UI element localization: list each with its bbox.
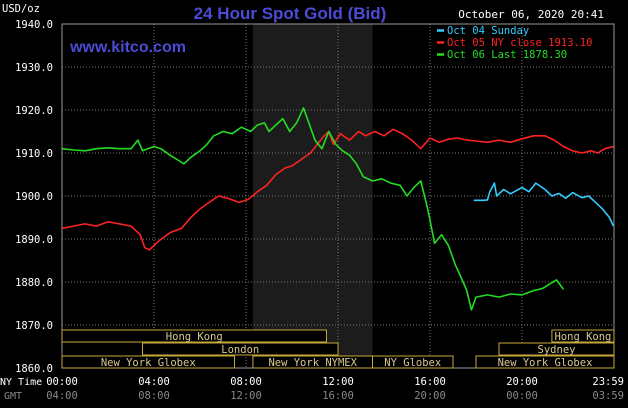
session-label: Sydney: [538, 344, 576, 356]
ny-tick-label: 20:00: [506, 376, 538, 388]
nymex-session-shade: [252, 24, 373, 368]
session-label: NY Globex: [384, 357, 441, 369]
y-tick-label: 1870.0: [15, 320, 53, 332]
unit-label: USD/oz: [2, 3, 40, 15]
gmt-tick-label: 00:00: [506, 390, 538, 402]
y-tick-label: 1890.0: [15, 234, 53, 246]
y-tick-label: 1900.0: [15, 191, 53, 203]
session-label: Hong Kong: [166, 331, 223, 343]
session-bar: [61, 355, 235, 369]
gmt-tick-label: 03:59: [592, 390, 624, 402]
ny-tick-label: 08:00: [230, 376, 262, 388]
session-bar: [372, 355, 454, 369]
y-tick-label: 1910.0: [15, 148, 53, 160]
y-tick-label: 1880.0: [15, 277, 53, 289]
series-line-2: [61, 128, 614, 251]
gmt-tick-label: 16:00: [322, 390, 354, 402]
y-tick-label: 1930.0: [15, 62, 53, 74]
legend-label: Oct 06 Last 1878.30: [447, 49, 567, 61]
y-tick-label: 1940.0: [15, 19, 53, 31]
x-axis: 00:00 04:00 08:00 12:00 16:00 20:00 23:59 04:00…: [46, 376, 624, 402]
session-label: New York Globex: [101, 357, 196, 369]
gmt-tick-label: 08:00: [138, 390, 170, 402]
session-bar: [551, 329, 615, 343]
ny-tick-label: 00:00: [46, 376, 78, 388]
ny-tick-label: 23:59: [592, 376, 624, 388]
session-label: New York NYMEX: [268, 357, 357, 369]
chart-series: [61, 107, 615, 311]
session-bar: [61, 329, 327, 343]
legend-label: Oct 04 Sunday: [447, 25, 529, 37]
y-tick-label: 1860.0: [15, 363, 53, 375]
session-bar: [498, 342, 615, 356]
y-axis: 1860.0 1870.0 1880.0 1890.0 1900.0 1910.0 1920…: [15, 19, 53, 375]
session-label: London: [221, 344, 259, 356]
session-bar: [475, 355, 615, 369]
session-bar: [142, 342, 339, 356]
gmt-tick-label: 20:00: [414, 390, 446, 402]
session-label: Hong Kong: [554, 331, 611, 343]
website-link[interactable]: www.kitco.com: [69, 39, 186, 56]
ny-time-label: NY Time: [0, 377, 42, 388]
chart-gridlines: [61, 23, 615, 369]
y-tick-label: 1920.0: [15, 105, 53, 117]
series-line-1: [473, 182, 615, 227]
gmt-tick-label: 04:00: [46, 390, 78, 402]
ny-tick-label: 12:00: [322, 376, 354, 388]
ny-tick-label: 16:00: [414, 376, 446, 388]
legend-label: Oct 05 NY close 1913.10: [447, 37, 592, 49]
gmt-tick-label: 12:00: [230, 390, 262, 402]
ny-tick-label: 04:00: [138, 376, 170, 388]
chart-title: 24 Hour Spot Gold (Bid): [194, 4, 387, 23]
series-line-3: [61, 107, 565, 311]
gmt-label: GMT: [4, 391, 22, 402]
session-label: New York Globex: [498, 357, 593, 369]
timestamp: October 06, 2020 20:41: [458, 8, 604, 21]
